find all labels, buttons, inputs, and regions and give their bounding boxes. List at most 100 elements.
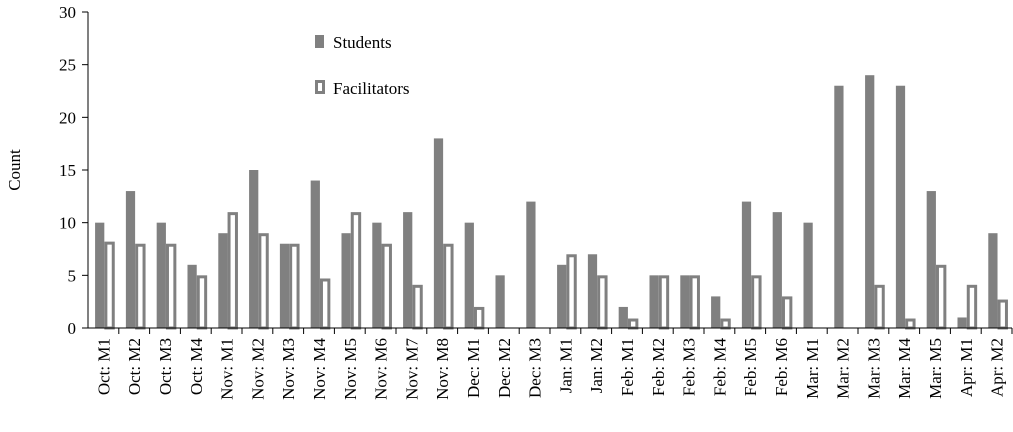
x-tick-label: Oct: M1 [94, 338, 113, 395]
bar-students [341, 233, 351, 328]
x-tick-label: Mar: M4 [895, 338, 914, 399]
bar-students [125, 191, 136, 328]
x-tick-label: Nov: M2 [248, 338, 267, 400]
bar-students [680, 275, 690, 328]
x-tick-label: Feb: M2 [649, 338, 668, 396]
bar-students [433, 138, 444, 328]
bar-facilitators [227, 212, 238, 330]
x-tick-label: Nov: M8 [433, 338, 452, 400]
bar-facilitators [289, 243, 300, 330]
y-axis-label: Count [5, 149, 24, 191]
bar-facilitators [874, 284, 885, 330]
bar-students [772, 212, 782, 328]
bar-students [926, 191, 936, 328]
bar-students [988, 233, 998, 328]
bar-students [403, 212, 413, 328]
bar-students [372, 222, 382, 328]
x-tick-label: Apr: M2 [988, 338, 1007, 397]
x-tick-label: Mar: M1 [803, 338, 822, 399]
bar-facilitators [658, 275, 670, 330]
bar-students [218, 233, 228, 328]
bar-facilitators [720, 318, 731, 330]
x-tick-label: Feb: M4 [710, 338, 729, 397]
y-tick-label: 15 [59, 161, 76, 180]
x-tick-label: Oct: M2 [125, 338, 144, 395]
legend-swatch-facilitators [315, 80, 325, 94]
bar-students [741, 201, 752, 328]
x-tick-label: Apr: M1 [957, 338, 976, 397]
bar-students [310, 180, 320, 328]
bar-students [834, 85, 844, 328]
bar-students [526, 201, 536, 328]
legend: Students Facilitators [315, 33, 409, 98]
x-tick-label: Feb: M1 [618, 338, 637, 396]
x-tick-label: Nov: M5 [341, 338, 360, 400]
bar-students [495, 275, 505, 328]
x-tick-label: Dec: M3 [526, 338, 545, 398]
x-tick-label: Feb: M6 [772, 338, 791, 396]
x-tick-label: Mar: M2 [834, 338, 853, 399]
bar-students [279, 243, 290, 328]
x-tick-label: Mar: M5 [926, 338, 945, 399]
bar-facilitators [319, 278, 331, 330]
bar-facilitators [966, 284, 978, 330]
bar-students [464, 222, 474, 328]
bar-facilitators [597, 275, 608, 330]
bar-facilitators [627, 318, 639, 330]
bar-students [587, 254, 598, 328]
bar-facilitators [935, 264, 947, 330]
bar-facilitators [350, 212, 362, 330]
bar-students [187, 264, 197, 328]
bar-facilitators [997, 299, 1008, 330]
bar-facilitators [566, 254, 577, 330]
y-tick-label: 20 [59, 108, 76, 127]
bar-students [957, 317, 967, 328]
legend-label: Facilitators [333, 79, 409, 98]
bar-facilitators [689, 275, 700, 330]
bar-facilitators [905, 318, 916, 330]
bar-facilitators [473, 306, 485, 330]
bar-students [249, 170, 259, 328]
legend-label: Students [333, 33, 392, 52]
x-tick-label: Jan: M2 [587, 338, 606, 393]
bar-facilitators [751, 275, 762, 330]
x-tick-label: Oct: M4 [187, 338, 206, 396]
bar-facilitators [104, 241, 115, 330]
x-tick-label: Mar: M3 [864, 338, 883, 399]
bar-students [557, 264, 567, 328]
bar-facilitators [196, 275, 208, 330]
bar-students [895, 85, 906, 328]
x-tick-label: Feb: M5 [741, 338, 760, 396]
x-tick-label: Nov: M1 [218, 338, 237, 400]
x-tick-label: Nov: M3 [279, 338, 298, 400]
x-tick-label: Dec: M2 [495, 338, 514, 398]
x-tick-label: Nov: M6 [372, 338, 391, 400]
bar-students [803, 222, 813, 328]
x-tick-label: Feb: M3 [680, 338, 699, 396]
x-tick-label: Nov: M4 [310, 338, 329, 400]
legend-swatch-students [315, 35, 324, 48]
bar-students [865, 75, 875, 328]
bar-facilitators [412, 284, 423, 330]
y-tick-label: 5 [68, 266, 77, 285]
bar-facilitators [381, 243, 392, 330]
bar-facilitators [258, 233, 269, 330]
bar-facilitators [135, 243, 146, 330]
x-tick-label: Oct: M3 [156, 338, 175, 395]
bar-students [649, 275, 659, 328]
y-tick-label: 30 [59, 3, 76, 22]
bar-facilitators [165, 243, 177, 330]
y-tick-label: 10 [59, 214, 76, 233]
y-tick-label: 0 [68, 319, 77, 338]
bar-students [618, 306, 628, 328]
bar-students [95, 222, 105, 328]
y-tick-label: 25 [59, 56, 76, 75]
x-tick-label: Nov: M7 [402, 338, 421, 400]
bar-facilitators [781, 296, 793, 330]
bar-students [156, 222, 166, 328]
bar-facilitators [443, 243, 454, 330]
x-tick-label: Dec: M1 [464, 338, 483, 398]
x-tick-label: Jan: M1 [556, 338, 575, 393]
bar-students [711, 296, 721, 328]
